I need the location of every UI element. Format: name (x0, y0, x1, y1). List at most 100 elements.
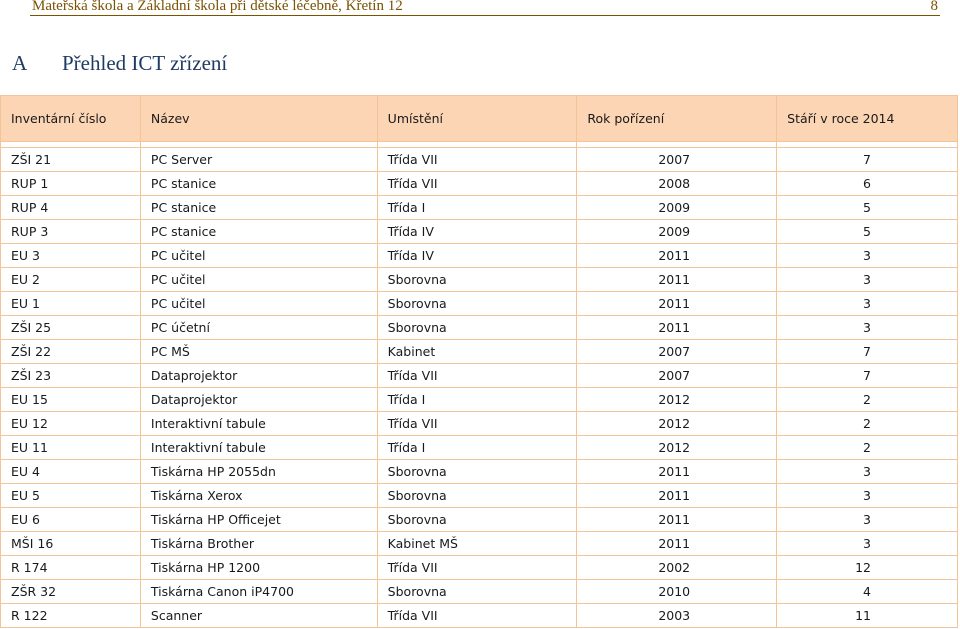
cell-inventory-number: R 174 (0, 555, 141, 580)
cell-name: Tiskárna Brother (139, 531, 378, 556)
cell-age: 3 (776, 459, 958, 484)
table-row: MŠI 16 Tiskárna Brother Kabinet MŠ 2011 3 (0, 531, 958, 556)
cell-inventory-number: EU 15 (0, 387, 141, 412)
cell-inventory-number: EU 5 (0, 483, 141, 508)
cell-inventory-number: RUP 3 (0, 219, 141, 244)
cell-name: Scanner (139, 603, 378, 628)
cell-name: Dataprojektor (139, 387, 378, 412)
cell-location: Kabinet MŠ (376, 531, 578, 556)
table-row: EU 3 PC učitel Třída IV 2011 3 (0, 243, 958, 268)
cell-age: 3 (776, 531, 958, 556)
table-row: ZŠR 32 Tiskárna Canon iP4700 Sborovna 2010 4 (0, 579, 958, 604)
cell-age: 6 (776, 171, 958, 196)
cell-purchase-year: 2011 (576, 243, 778, 268)
cell-location: Třída VII (376, 411, 578, 436)
cell-age: 7 (776, 339, 958, 364)
cell-inventory-number: EU 11 (0, 435, 141, 460)
cell-name: PC učitel (139, 243, 378, 268)
cell-location: Sborovna (376, 267, 578, 292)
cell-name: PC stanice (139, 195, 378, 220)
cell-inventory-number: EU 12 (0, 411, 141, 436)
section-title: Přehled ICT zřízení (62, 51, 228, 75)
column-header-location: Umístění (376, 95, 578, 142)
table-row: ZŠI 23 Dataprojektor Třída VII 2007 7 (0, 363, 958, 388)
cell-inventory-number: EU 1 (0, 291, 141, 316)
cell-name: Dataprojektor (139, 363, 378, 388)
cell-location: Třída I (376, 387, 578, 412)
cell-purchase-year: 2007 (576, 147, 778, 172)
cell-inventory-number: RUP 1 (0, 171, 141, 196)
cell-age: 11 (776, 603, 958, 628)
table-row: EU 1 PC učitel Sborovna 2011 3 (0, 291, 958, 316)
document-title: Mateřská škola a Základní škola při děts… (32, 0, 403, 14)
cell-inventory-number: R 122 (0, 603, 141, 628)
cell-purchase-year: 2007 (576, 339, 778, 364)
cell-name: Tiskárna Xerox (139, 483, 378, 508)
cell-name: PC účetní (139, 315, 378, 340)
cell-inventory-number: EU 6 (0, 507, 141, 532)
cell-purchase-year: 2002 (576, 555, 778, 580)
table-row: ZŠI 22 PC MŠ Kabinet 2007 7 (0, 339, 958, 364)
table-row: EU 5 Tiskárna Xerox Sborovna 2011 3 (0, 483, 958, 508)
cell-purchase-year: 2011 (576, 291, 778, 316)
cell-name: PC stanice (139, 219, 378, 244)
table-row: RUP 3 PC stanice Třída IV 2009 5 (0, 219, 958, 244)
cell-location: Sborovna (376, 291, 578, 316)
cell-location: Třída I (376, 195, 578, 220)
cell-name: Interaktivní tabule (139, 435, 378, 460)
header-divider (30, 15, 940, 16)
cell-purchase-year: 2011 (576, 483, 778, 508)
cell-name: PC Server (139, 147, 378, 172)
cell-name: Interaktivní tabule (139, 411, 378, 436)
cell-location: Sborovna (376, 579, 578, 604)
cell-location: Sborovna (376, 315, 578, 340)
cell-location: Třída VII (376, 171, 578, 196)
cell-location: Třída I (376, 435, 578, 460)
cell-purchase-year: 2011 (576, 267, 778, 292)
table-row: RUP 1 PC stanice Třída VII 2008 6 (0, 171, 958, 196)
cell-name: PC učitel (139, 267, 378, 292)
table-row: ZŠI 25 PC účetní Sborovna 2011 3 (0, 315, 958, 340)
cell-age: 3 (776, 483, 958, 508)
cell-age: 3 (776, 315, 958, 340)
column-header-inventory-number: Inventární číslo (0, 95, 141, 142)
column-header-name: Název (139, 95, 378, 142)
page-number: 8 (930, 0, 939, 14)
cell-inventory-number: ZŠI 23 (0, 363, 141, 388)
cell-inventory-number: MŠI 16 (0, 531, 141, 556)
cell-inventory-number: EU 4 (0, 459, 141, 484)
cell-location: Sborovna (376, 507, 578, 532)
cell-purchase-year: 2008 (576, 171, 778, 196)
cell-age: 2 (776, 411, 958, 436)
cell-location: Třída IV (376, 243, 578, 268)
cell-location: Sborovna (376, 459, 578, 484)
cell-age: 12 (776, 555, 958, 580)
cell-inventory-number: ZŠR 32 (0, 579, 141, 604)
table-row: EU 15 Dataprojektor Třída I 2012 2 (0, 387, 958, 412)
cell-inventory-number: EU 2 (0, 267, 141, 292)
cell-location: Třída VII (376, 363, 578, 388)
cell-purchase-year: 2007 (576, 363, 778, 388)
running-header: Mateřská škola a Základní škola při děts… (0, 0, 960, 16)
cell-age: 2 (776, 435, 958, 460)
cell-name: PC MŠ (139, 339, 378, 364)
cell-name: PC učitel (139, 291, 378, 316)
table-row: RUP 4 PC stanice Třída I 2009 5 (0, 195, 958, 220)
cell-name: Tiskárna HP 2055dn (139, 459, 378, 484)
cell-name: PC stanice (139, 171, 378, 196)
cell-purchase-year: 2011 (576, 531, 778, 556)
cell-age: 2 (776, 387, 958, 412)
cell-age: 3 (776, 243, 958, 268)
cell-inventory-number: ZŠI 25 (0, 315, 141, 340)
section-letter: A (12, 51, 28, 75)
column-header-age: Stáří v roce 2014 (776, 95, 958, 142)
table-row: R 174 Tiskárna HP 1200 Třída VII 2002 12 (0, 555, 958, 580)
table-row: EU 11 Interaktivní tabule Třída I 2012 2 (0, 435, 958, 460)
cell-name: Tiskárna Canon iP4700 (139, 579, 378, 604)
cell-age: 5 (776, 195, 958, 220)
cell-purchase-year: 2012 (576, 387, 778, 412)
cell-purchase-year: 2011 (576, 507, 778, 532)
cell-purchase-year: 2003 (576, 603, 778, 628)
cell-purchase-year: 2009 (576, 219, 778, 244)
cell-purchase-year: 2012 (576, 411, 778, 436)
